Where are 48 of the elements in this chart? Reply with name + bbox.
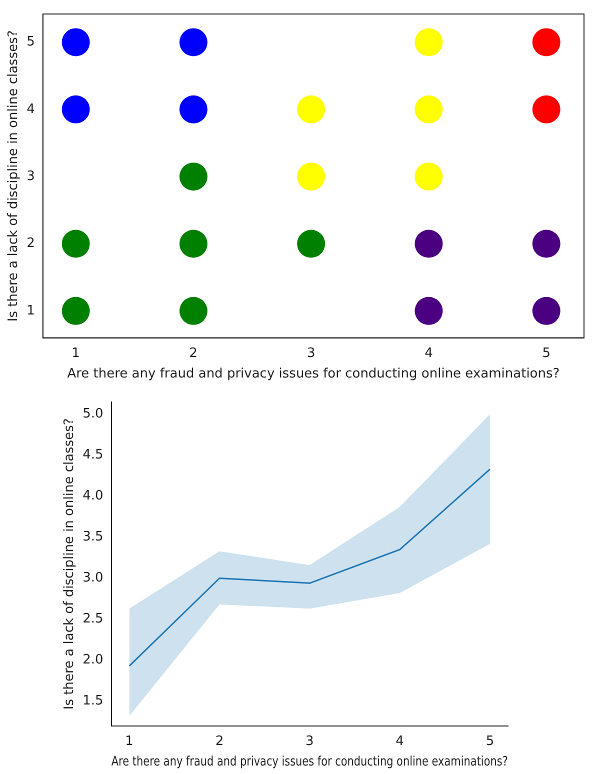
y-tick-label: 1 (26, 303, 35, 318)
point (62, 296, 90, 325)
point (179, 296, 208, 325)
y-tick-label: 4.5 (82, 448, 104, 463)
y-tick-label: 1.5 (82, 694, 104, 709)
point (179, 95, 208, 124)
y-tick-label: 3.0 (82, 570, 104, 586)
x-axis-title: Are there any fraud and privacy issues for conducting online examinations? (111, 753, 508, 769)
point (414, 296, 443, 325)
x-tick-label: 2 (189, 346, 198, 361)
point (414, 230, 443, 258)
x-tick-label: 3 (305, 734, 314, 749)
x-tick-label: 5 (486, 734, 494, 749)
y-tick-label: 5 (26, 34, 35, 50)
point (532, 28, 560, 56)
point (179, 230, 208, 258)
point (297, 230, 326, 258)
y-tick-label: 3 (26, 168, 35, 184)
x-tick-label: 1 (125, 734, 134, 749)
x-tick-label: 1 (72, 346, 80, 361)
y-tick-label: 2.5 (82, 612, 104, 627)
y-axis-title: Is there a lack of discipline in online classes? (62, 418, 78, 710)
point (532, 296, 560, 325)
point (62, 28, 90, 56)
point (297, 95, 326, 124)
x-tick-label: 4 (424, 346, 433, 361)
x-tick-label: 2 (215, 734, 224, 749)
point (62, 230, 90, 258)
point (414, 28, 443, 56)
point (62, 95, 90, 124)
point (179, 28, 208, 56)
y-axis-title: Is there a lack of discipline in online classes? (6, 30, 22, 322)
x-tick-label: 4 (396, 734, 404, 749)
y-tick-label: 5.0 (82, 406, 104, 422)
y-tick-label: 3.5 (82, 530, 104, 545)
y-tick-label: 4.0 (82, 488, 104, 504)
point (414, 162, 443, 191)
point (414, 95, 443, 124)
y-tick-label: 2 (26, 236, 35, 252)
point (179, 162, 208, 191)
x-tick-label: 3 (306, 346, 316, 361)
point (297, 162, 326, 191)
x-axis-title: Are there any fraud and privacy issues for conducting online examinations? (67, 366, 560, 382)
y-tick-label: 4 (26, 102, 35, 117)
x-tick-label: 5 (542, 346, 550, 361)
point (532, 230, 560, 258)
y-tick-label: 2.0 (82, 652, 104, 668)
point (532, 95, 560, 124)
